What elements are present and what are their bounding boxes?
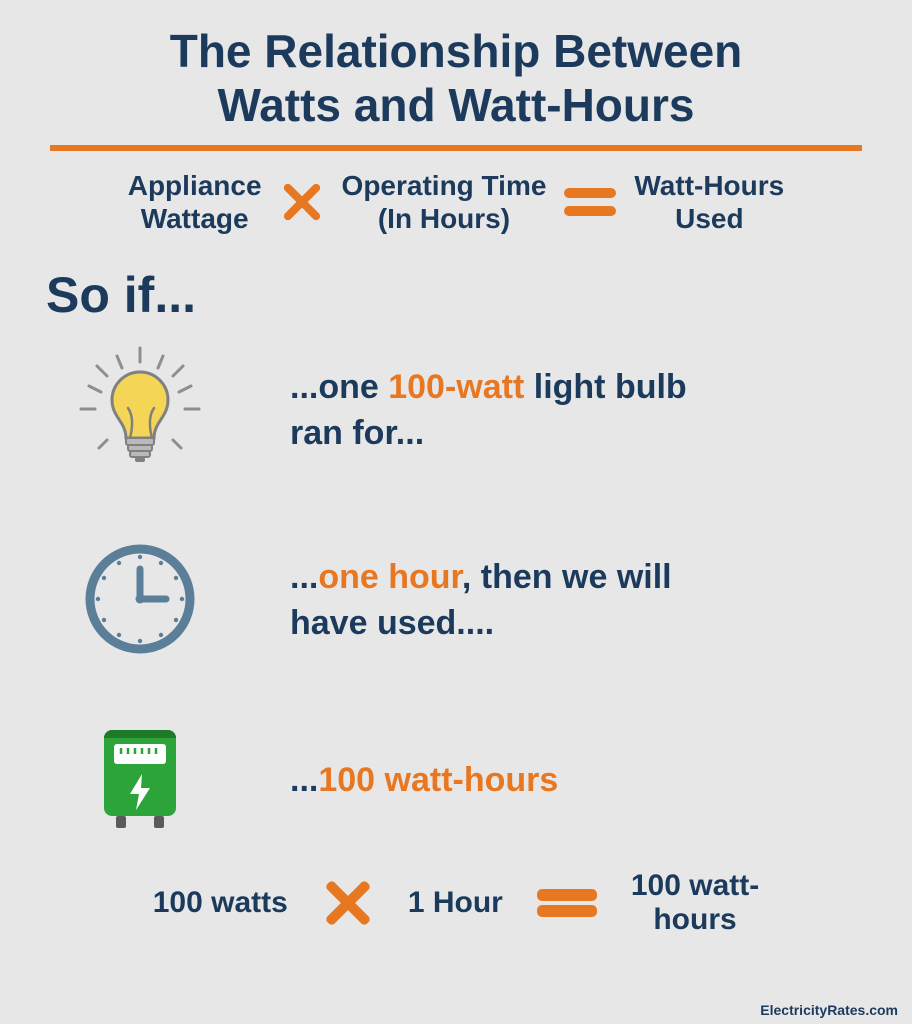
formula-bottom: 100 watts 1 Hour 100 watt-hours — [40, 869, 872, 938]
lightbulb-icon — [70, 344, 210, 479]
so-if-heading: So if... — [46, 266, 872, 324]
formula2-term-result: 100 watt-hours — [631, 869, 759, 938]
formula-term-time: Operating Time(In Hours) — [342, 169, 547, 236]
text-accent: 100-watt — [388, 368, 524, 406]
text-accent: one hour — [318, 558, 462, 596]
equals-icon — [537, 883, 597, 923]
formula-term-result: Watt-HoursUsed — [634, 169, 784, 236]
example-text-clock: ...one hour, then we willhave used.... — [290, 555, 872, 647]
multiply-icon — [322, 877, 374, 929]
example-row-bulb: ...one 100-watt light bulbran for... — [70, 344, 872, 479]
formula-top: ApplianceWattage Operating Time(In Hours… — [40, 169, 872, 236]
formula2-term-watts: 100 watts — [153, 886, 288, 921]
text-pre: ... — [290, 558, 318, 596]
equals-icon — [564, 182, 616, 222]
meter-icon — [70, 724, 210, 839]
page-title: The Relationship BetweenWatts and Watt-H… — [50, 24, 862, 151]
text-pre: ... — [290, 761, 318, 799]
source-credit: ElectricityRates.com — [760, 1002, 898, 1018]
formula2-term-hours: 1 Hour — [408, 886, 503, 921]
text-accent: 100 watt-hours — [318, 761, 558, 799]
example-text-meter: ...100 watt-hours — [290, 758, 872, 804]
example-row-meter: ...100 watt-hours — [70, 724, 872, 839]
text-pre: ...one — [290, 368, 388, 406]
multiply-icon — [280, 180, 324, 224]
clock-icon — [70, 539, 210, 664]
formula-term-wattage: ApplianceWattage — [128, 169, 262, 236]
example-row-clock: ...one hour, then we willhave used.... — [70, 539, 872, 664]
example-text-bulb: ...one 100-watt light bulbran for... — [290, 365, 872, 457]
